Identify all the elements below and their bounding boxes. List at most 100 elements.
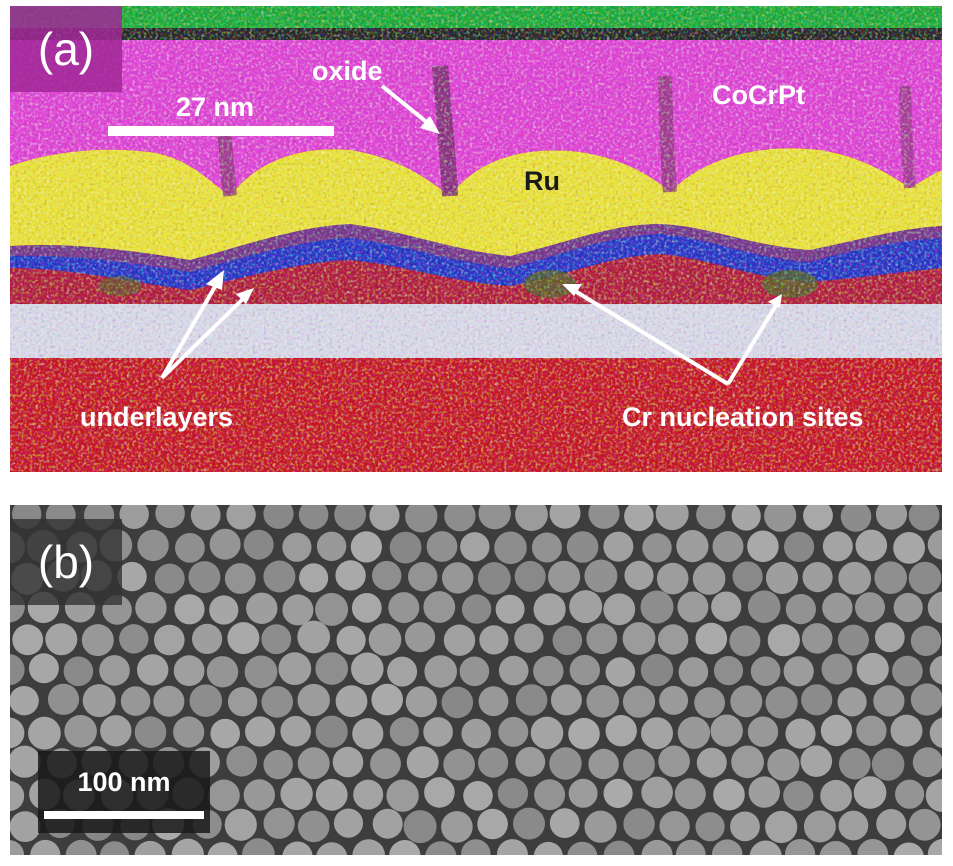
grain [821, 653, 853, 685]
grain [208, 779, 240, 812]
grain [622, 622, 656, 655]
grain [10, 840, 25, 855]
scale-bar-b-box: 100 nm [38, 751, 210, 833]
grain [370, 748, 401, 780]
grain [174, 594, 205, 625]
grain [552, 625, 583, 656]
arrow-cr-2 [726, 300, 780, 386]
grain [173, 716, 205, 748]
grain [495, 594, 525, 624]
grain [692, 562, 726, 595]
grain [45, 623, 78, 656]
grain [206, 656, 239, 688]
cr-site-3 [98, 276, 142, 296]
grain [463, 781, 493, 811]
grain [584, 559, 618, 593]
oxide-boundary-4 [899, 85, 916, 189]
grain [855, 592, 885, 623]
grain [442, 562, 474, 594]
grain [567, 841, 598, 855]
oxide-boundary-3 [658, 75, 677, 193]
grain [479, 625, 509, 655]
grain [730, 685, 763, 718]
white-band-layer [10, 302, 942, 358]
grain [299, 563, 329, 593]
grain [513, 807, 545, 840]
grain [10, 686, 39, 716]
grain [569, 654, 600, 686]
grain [533, 593, 566, 626]
grain [729, 625, 761, 657]
grain [246, 592, 278, 624]
grain [335, 685, 368, 718]
grain [425, 841, 457, 855]
grain [767, 748, 800, 781]
grain [351, 593, 382, 623]
grain [226, 745, 258, 777]
grain [353, 779, 384, 810]
grain [315, 715, 348, 748]
grain [800, 745, 833, 777]
grain [910, 683, 942, 716]
grain [224, 563, 256, 594]
grain [477, 808, 508, 840]
grain [822, 592, 853, 623]
grain [783, 656, 814, 687]
grain [10, 780, 25, 812]
grain [874, 622, 905, 653]
grain [657, 624, 689, 655]
panel-b-sem-image: (b) 100 nm [10, 505, 942, 855]
ru-label: Ru [524, 166, 560, 196]
cocrpt-layer [10, 36, 942, 196]
grain [856, 652, 889, 686]
grain [10, 745, 41, 778]
grain [765, 686, 798, 719]
grain [192, 623, 223, 654]
grain [677, 591, 709, 623]
grain [676, 530, 709, 563]
grain [605, 657, 636, 687]
grain [282, 841, 313, 855]
grain [674, 778, 706, 810]
grain [873, 685, 905, 717]
grain [209, 528, 241, 560]
grain [929, 655, 942, 685]
arrow-underlayer-1 [160, 276, 222, 380]
grain [316, 531, 347, 561]
grain [655, 505, 689, 531]
annotation-arrows [160, 84, 780, 386]
grain [81, 624, 114, 657]
grain [696, 505, 726, 530]
grain [927, 838, 942, 855]
grain [352, 718, 384, 750]
grain [10, 654, 25, 686]
grain [605, 715, 637, 747]
grain [893, 592, 923, 623]
grain [444, 505, 476, 532]
grain [550, 684, 582, 716]
oxide-label: oxide [312, 56, 383, 86]
grain [316, 842, 348, 855]
grain [315, 778, 348, 811]
grain [369, 505, 400, 531]
grain [99, 655, 130, 686]
cr-site-1 [524, 270, 576, 298]
grain [315, 592, 349, 626]
scale-bar-a-label: 27 nm [176, 92, 255, 122]
grain [819, 841, 852, 855]
grain [443, 748, 475, 781]
grain [803, 810, 836, 843]
grain [207, 842, 238, 855]
grain [732, 561, 763, 592]
grain [371, 683, 404, 716]
grain [282, 594, 314, 626]
arrow-oxide [380, 84, 436, 130]
grain [154, 624, 185, 656]
grain [801, 623, 833, 654]
grain [119, 505, 149, 529]
green-top-layer [10, 6, 942, 28]
grain [515, 505, 548, 531]
grain [837, 624, 869, 656]
panel-b-label: (b) [10, 519, 122, 605]
grain [137, 654, 169, 686]
